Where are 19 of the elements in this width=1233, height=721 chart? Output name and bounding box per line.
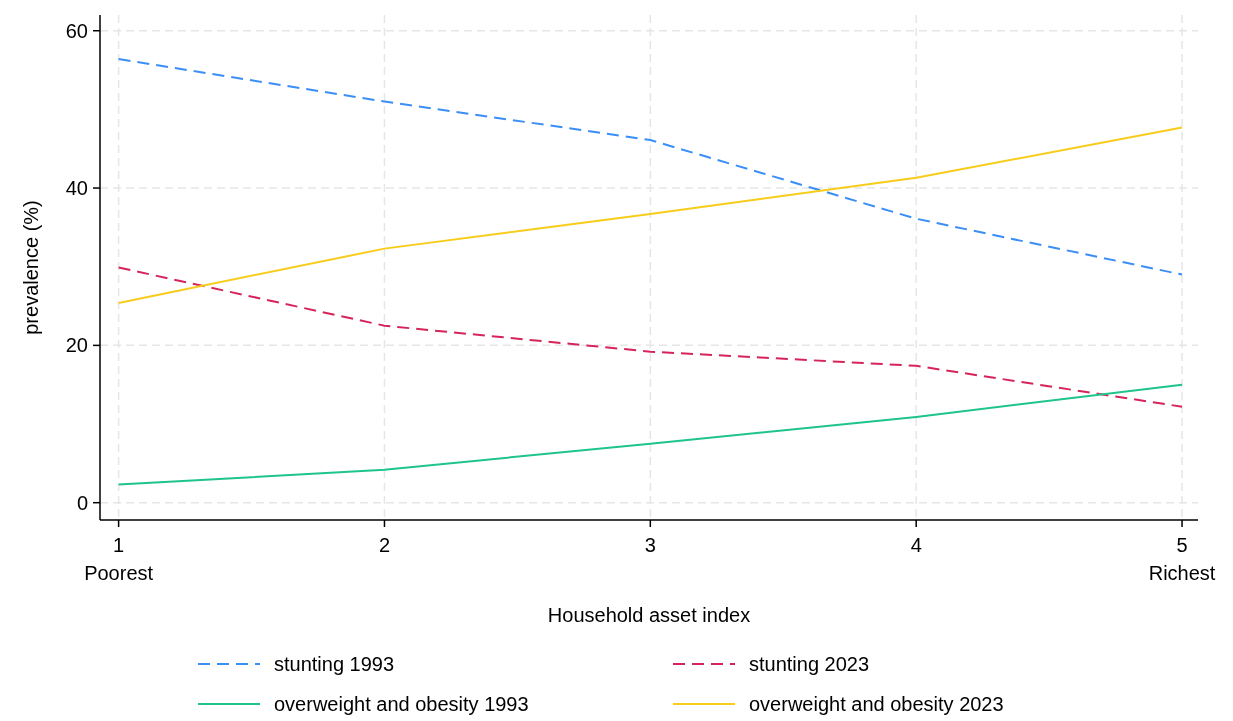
legend-label: overweight and obesity 1993 [274, 693, 529, 715]
y-axis-title: prevalence (%) [20, 200, 42, 335]
line-series [117, 126, 1184, 304]
legend-label: stunting 2023 [749, 653, 870, 675]
x-tick-label: 5 Richest [1148, 534, 1216, 584]
x-axis-title: Household asset index [547, 604, 751, 626]
y-tick-label: 20 [65, 334, 88, 357]
y-tick-label: 0 [76, 491, 88, 514]
x-tick-label: 3 [644, 534, 656, 556]
y-tick-label: 60 [65, 19, 88, 42]
legend-label: overweight and obesity 2023 [749, 693, 1004, 715]
y-tick-label: 40 [65, 177, 88, 200]
line-series [117, 58, 1184, 276]
x-tick-label: 4 [910, 534, 922, 556]
line-series [117, 266, 1184, 408]
legend-label: stunting 1993 [274, 653, 395, 675]
line-series [117, 383, 1184, 486]
x-tick-label: 1 Poorest [84, 534, 154, 584]
x-tick-label: 2 [378, 534, 391, 556]
